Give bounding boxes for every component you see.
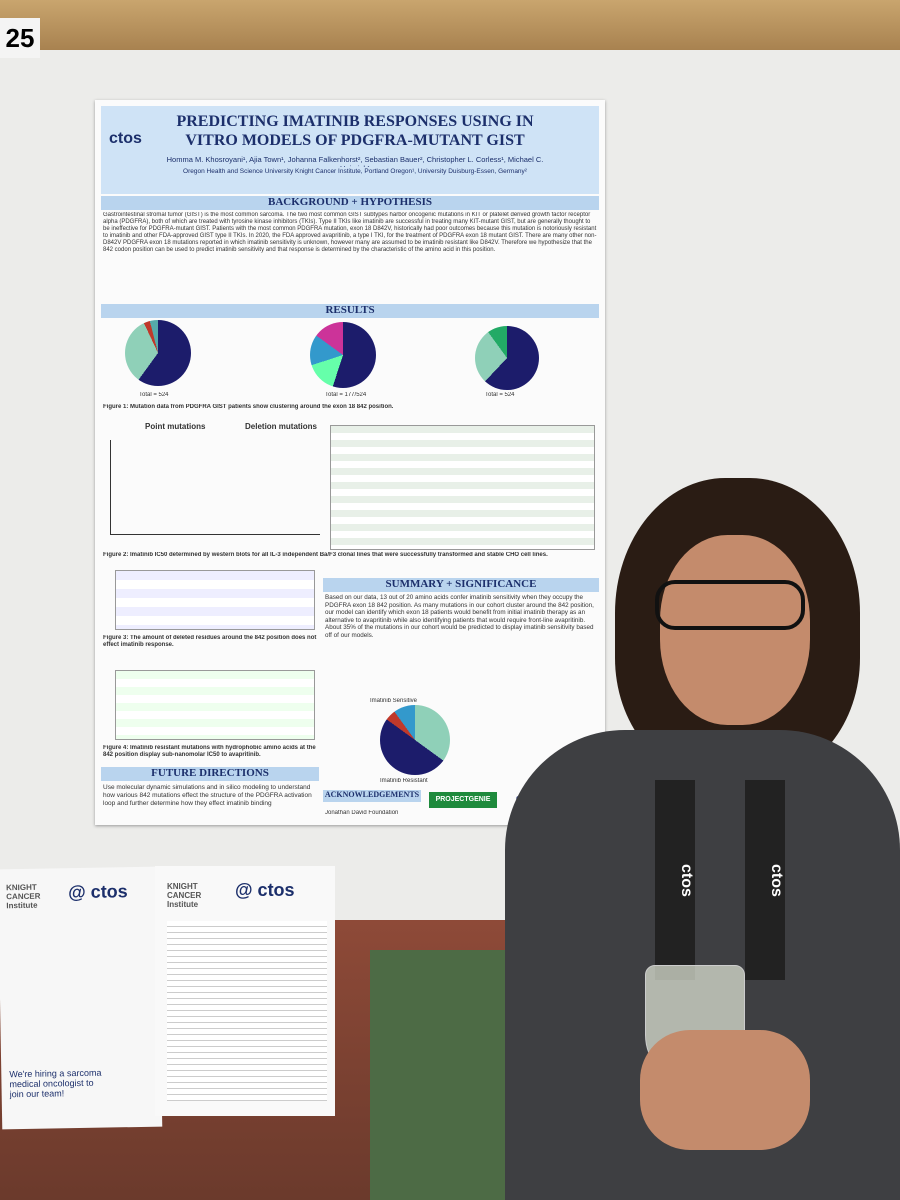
lanyard: ctos: [745, 780, 785, 980]
flyer-hiring: We're hiring a sarcoma medical oncologis…: [9, 1067, 102, 1100]
sponsor: PROJECTGENIE: [429, 792, 497, 808]
flyer: KNIGHT CANCER Institute @ ctos We're hir…: [0, 866, 163, 1130]
flyer-brand: @ ctos: [235, 880, 295, 900]
figure-caption: Figure 3: The amount of deleted residues…: [103, 635, 317, 648]
section-heading: RESULTS: [101, 304, 599, 318]
pie-total: Total = 524: [139, 392, 169, 398]
booth-number: 25: [0, 18, 40, 58]
panel-label: Deletion mutations: [245, 423, 318, 431]
title-banner: [101, 106, 599, 194]
pie-total: Total = 177/524: [325, 392, 367, 398]
pie: [475, 326, 539, 390]
violin-plot: [110, 440, 320, 535]
pie: [310, 322, 376, 388]
acknowledgement: Jonathan David Foundation: [325, 810, 399, 816]
glasses: [655, 580, 805, 630]
affiliations: Oregon Health and Science University Kni…: [183, 168, 527, 175]
summary-pie: [380, 705, 450, 775]
title: PREDICTING IMATINIB RESPONSES USING IN V…: [176, 113, 534, 149]
pie-total: Total = 524: [485, 392, 515, 398]
section-heading: FUTURE DIRECTIONS: [101, 767, 319, 781]
background-text: Gastrointestinal stromal tumor (GIST) is…: [103, 212, 597, 253]
flyer-lines: [167, 921, 327, 1101]
person-face: [660, 535, 810, 725]
pie: [125, 320, 191, 386]
authors: Homma M. Khosroyani¹, Ajia Town¹, Johann…: [166, 155, 544, 167]
flyer: KNIGHT CANCER Institute @ ctos: [155, 866, 335, 1116]
figure-caption: Figure 4: Imatinib resistant mutations w…: [103, 745, 316, 758]
section-heading: BACKGROUND + HYPOTHESIS: [101, 196, 599, 210]
figure-caption: Figure 2: Imatinib IC50 determined by we…: [103, 552, 548, 558]
avapritinib-table: [115, 670, 315, 740]
flyer-institute: KNIGHT CANCER Institute: [167, 882, 202, 909]
future-text: Use molecular dynamic simulations and in…: [103, 784, 312, 807]
wood-top: [0, 0, 900, 50]
deletion-table: [115, 570, 315, 630]
hand: [640, 1030, 810, 1150]
logo: ctos: [109, 130, 142, 147]
legend-label: Imatinib Resistant: [380, 778, 428, 784]
section-heading: ACKNOWLEDGEMENTS: [323, 790, 421, 802]
flyer-brand: @ ctos: [67, 881, 128, 903]
legend-label: Imatinib Sensitive: [370, 698, 418, 704]
summary-text: Based on our data, 13 out of 20 amino ac…: [325, 594, 594, 639]
section-heading: SUMMARY + SIGNIFICANCE: [323, 578, 599, 592]
figure-caption: Figure 1: Mutation data from PDGFRA GIST…: [103, 404, 394, 410]
poster: ctos PREDICTING IMATINIB RESPONSES USING…: [95, 100, 605, 825]
data-table: [330, 425, 595, 550]
panel-label: Point mutations: [145, 423, 206, 431]
lanyard: ctos: [655, 780, 695, 980]
flyer-institute: KNIGHT CANCER Institute: [5, 882, 41, 911]
